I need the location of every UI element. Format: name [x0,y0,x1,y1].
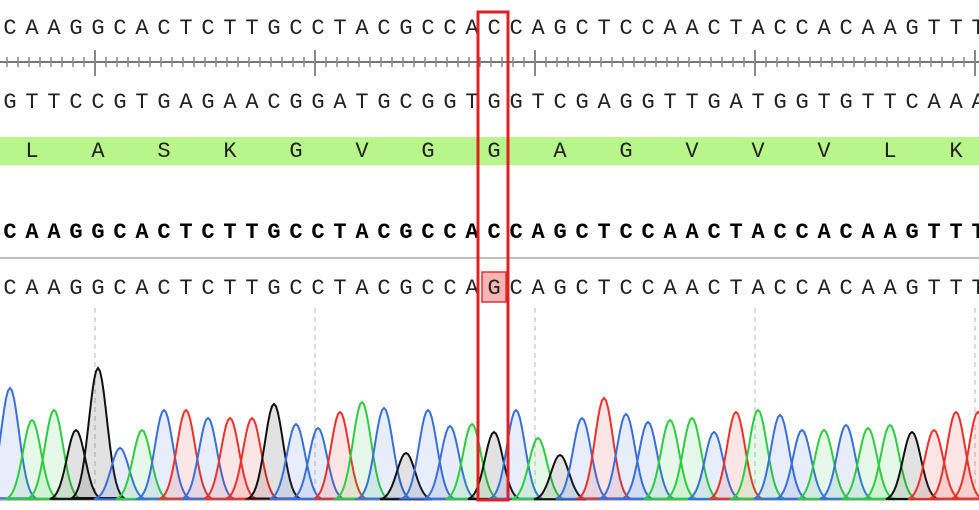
trace-peak [486,408,546,500]
trace-peak [555,416,609,500]
chromatogram [0,366,979,501]
mismatch-cell [481,271,507,303]
trace-peak [621,420,675,500]
trace-peak [863,423,917,500]
bottom-strand: GTTCCGTGAGAACGGATGCGGTGGTCGAGGTTGATGGTGT… [3,90,979,115]
trace-peak [709,410,763,500]
ruler [6,50,976,76]
trace-peak [379,451,433,501]
trace-peak [819,423,873,500]
trace-peak [244,402,304,500]
trace-peak [797,428,851,500]
trace-peak [665,416,719,500]
trace-peak [511,436,565,500]
trace-peak [181,416,235,500]
trace-peak [0,386,39,500]
trace-peak [24,408,84,500]
trace-peak [134,408,194,500]
trace-peak [332,400,392,500]
selection-frame [476,10,510,502]
trace-peak [929,410,979,500]
trace-peak [574,396,634,500]
trace-peak [354,406,414,500]
trace-peak [445,422,499,500]
trace-peak [225,416,279,500]
trace-peak [885,430,939,500]
trace-peak [5,418,59,500]
trace-peak [596,412,656,500]
trace-peak [398,408,458,500]
position-guides [94,308,976,500]
selection-box [476,10,510,502]
mismatch-highlight [481,271,507,303]
trace-peak [753,413,807,500]
trace-peak [291,426,345,500]
trace-peak [423,424,477,500]
trace-peak [49,428,103,500]
trace-peak [687,430,741,500]
trace-peak [115,428,169,500]
trace-peak [643,418,697,500]
trace-peak [269,422,323,500]
translation-band [0,137,979,165]
trace-peak [907,428,961,500]
trace-peak [533,453,587,501]
translation: LASKGVGGAGVVVLK [25,139,979,164]
top-strand: CAAGGCACTCTTGCCTACGCCACCAGCTCCAACTACCACA… [3,16,979,41]
trace-peak [951,410,979,500]
trace-peak [93,446,147,501]
trace-peak [728,408,788,500]
trace-peak [841,426,895,500]
trace-peak [203,416,257,500]
read-sequence: CAAGGCACTCTTGCCTACGCCAGCAGCTCCAACTACCACA… [3,276,979,301]
trace-peak [156,408,216,500]
trace-peak [313,410,367,500]
trace-peak [775,428,829,500]
consensus: CAAGGCACTCTTGCCTACGCCACCAGCTCCAACTACCACA… [3,220,979,245]
